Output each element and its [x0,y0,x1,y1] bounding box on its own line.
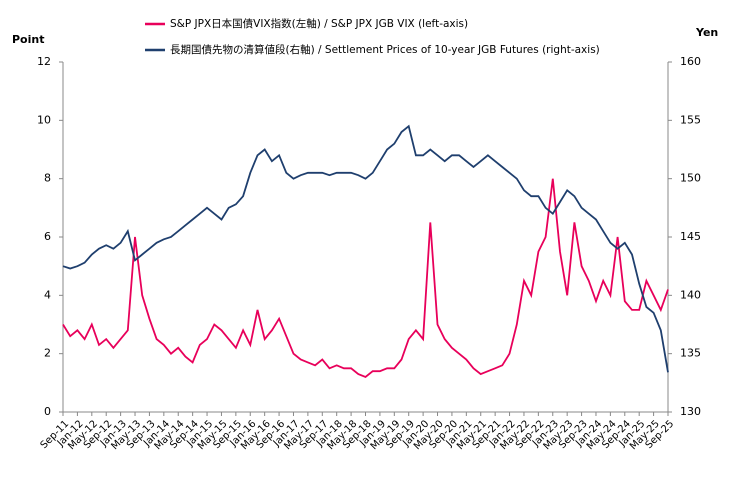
y2-axis-title: Yen [695,26,718,39]
y2-tick-label: 140 [680,288,701,301]
y-tick-label: 4 [44,288,51,301]
y2-tick-label: 155 [680,113,701,126]
y-tick-label: 2 [44,347,51,360]
y2-tick-label: 130 [680,405,701,418]
y-tick-label: 0 [44,405,51,418]
y-tick-label: 12 [37,55,51,68]
y-axis-title: Point [12,33,44,46]
legend-label: 長期国債先物の清算値段(右軸) / Settlement Prices of 1… [170,43,600,56]
series-line [62,178,669,379]
y2-tick-label: 150 [680,172,701,185]
legend-label: S&P JPX日本国債VIX指数(左軸) / S&P JPX JGB VIX (… [170,17,468,30]
y-tick-label: 10 [37,113,51,126]
y2-tick-label: 160 [680,55,701,68]
y-tick-label: 6 [44,230,51,243]
y-tick-label: 8 [44,172,51,185]
series-line [62,124,669,373]
y2-tick-label: 145 [680,230,701,243]
y2-tick-label: 135 [680,347,701,360]
